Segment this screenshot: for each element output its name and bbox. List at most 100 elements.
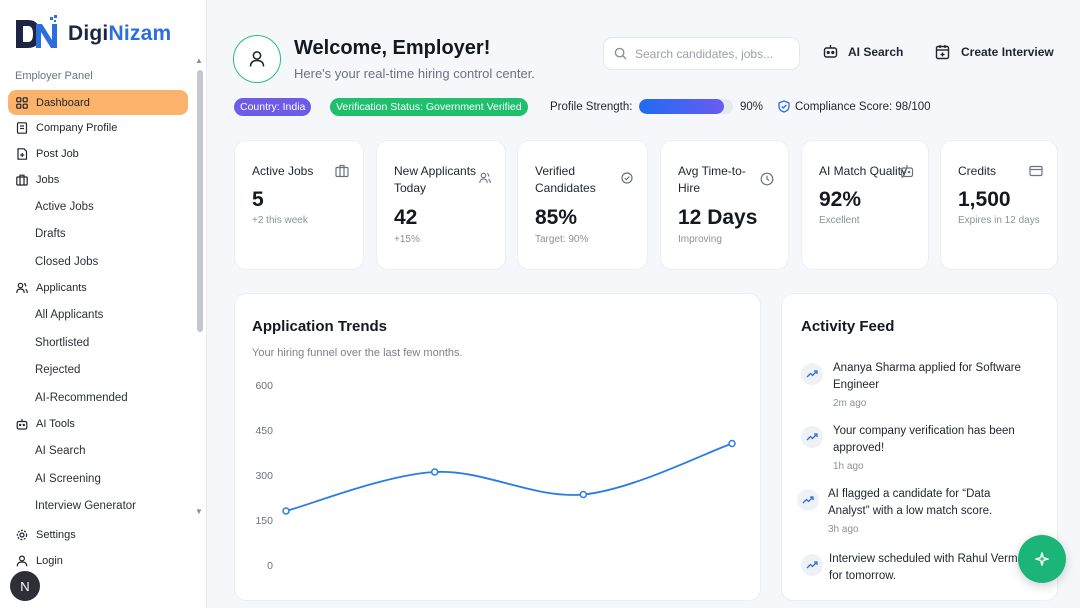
clock-icon xyxy=(760,172,774,186)
search-icon xyxy=(614,47,627,60)
activity-title: Activity Feed xyxy=(801,318,895,335)
robot-icon xyxy=(823,45,838,58)
stat-card-avg-time-to-hire[interactable]: Avg Time-to-Hire 12 Days Improving xyxy=(660,140,789,270)
brand-name: DigiNizam xyxy=(68,22,171,46)
stat-value: 5 xyxy=(252,188,264,211)
page-subtitle: Here's your real-time hiring control cen… xyxy=(294,66,535,81)
brand-name-part1: Digi xyxy=(68,22,109,45)
application-trends-card: Application Trends Your hiring funnel ov… xyxy=(234,293,761,601)
sidebar-item-company-profile[interactable]: Company Profile xyxy=(8,116,188,141)
search-box[interactable] xyxy=(603,37,800,70)
y-tick-label: 450 xyxy=(255,425,273,437)
sidebar-subitem-interview-generator[interactable]: Interview Generator xyxy=(35,500,136,513)
stat-value: 92% xyxy=(819,188,862,211)
sidebar-item-settings[interactable]: Settings xyxy=(8,522,188,547)
activity-text: Ananya Sharma applied for Software Engin… xyxy=(833,362,1021,391)
logo[interactable]: DigiNizam xyxy=(14,14,171,54)
stat-sub: Improving xyxy=(678,234,722,245)
application-trends-chart: 0 150 300 450 600 xyxy=(255,380,736,572)
trending-up-icon xyxy=(801,426,823,448)
stat-title: Verified Candidates xyxy=(535,164,596,195)
sidebar-section-title: Employer Panel xyxy=(15,70,93,82)
stat-card-credits[interactable]: Credits 1,500 Expires in 12 days xyxy=(940,140,1058,270)
users-icon xyxy=(15,282,28,295)
sidebar-item-label: Jobs xyxy=(36,173,60,186)
stat-sub: Target: 90% xyxy=(535,234,589,245)
sidebar-subitem-ai-recommended[interactable]: AI-Recommended xyxy=(35,391,128,404)
stat-sub: Expires in 12 days xyxy=(958,215,1040,226)
y-tick-label: 300 xyxy=(255,470,273,482)
logo-icon xyxy=(16,15,57,48)
stat-card-active-jobs[interactable]: Active Jobs 5 +2 this week xyxy=(234,140,364,270)
sidebar-item-jobs[interactable]: Jobs xyxy=(8,167,188,192)
sidebar-subitem-active-jobs[interactable]: Active Jobs xyxy=(35,200,94,213)
verification-badge: Verification Status: Government Verified xyxy=(330,98,528,116)
sidebar-subitem-shortlisted[interactable]: Shortlisted xyxy=(35,336,90,349)
stat-card-new-applicants[interactable]: New Applicants Today 42 +15% xyxy=(376,140,506,270)
stat-card-verified-candidates[interactable]: Verified Candidates 85% Target: 90% xyxy=(517,140,648,270)
sidebar-item-login[interactable]: Login xyxy=(8,548,188,573)
sidebar-subitem-drafts[interactable]: Drafts xyxy=(35,228,66,241)
scroll-down-arrow[interactable]: ▼ xyxy=(195,507,203,516)
sidebar-nav: Dashboard Company Profile Post Job Jobs … xyxy=(8,90,188,520)
profile-strength-bar xyxy=(639,99,733,114)
scroll-up-arrow[interactable]: ▲ xyxy=(195,56,203,65)
check-circle-icon xyxy=(621,172,633,184)
users-icon xyxy=(479,172,491,184)
sidebar-item-label: Post Job xyxy=(36,147,79,160)
create-interview-button[interactable]: Create Interview xyxy=(935,44,1054,60)
stat-value: 1,500 xyxy=(958,188,1011,211)
page-title: Welcome, Employer! xyxy=(294,37,491,59)
sidebar-item-label: Dashboard xyxy=(36,96,90,109)
sidebar-subitem-ai-search[interactable]: AI Search xyxy=(35,445,86,458)
activity-feed-card: Activity Feed Ananya Sharma applied for … xyxy=(781,293,1058,601)
credit-card-icon xyxy=(1029,165,1043,177)
activity-text: Your company verification has been appro… xyxy=(833,425,1015,454)
stat-title: Avg Time-to-Hire xyxy=(678,164,746,195)
robot-icon xyxy=(15,418,28,431)
trending-up-icon xyxy=(801,554,823,576)
ai-assistant-fab[interactable] xyxy=(1018,535,1066,583)
employer-avatar[interactable] xyxy=(233,35,281,83)
sidebar: DigiNizam Employer Panel Dashboard Compa… xyxy=(0,0,207,608)
sidebar-subitem-all-applicants[interactable]: All Applicants xyxy=(35,309,104,322)
country-badge: Country: India xyxy=(234,98,312,116)
briefcase-icon xyxy=(335,164,349,178)
shield-check-icon xyxy=(778,100,790,113)
stat-title: Credits xyxy=(958,164,997,178)
ai-search-label: AI Search xyxy=(848,44,904,59)
calendar-plus-icon xyxy=(935,45,950,60)
sidebar-item-label: Login xyxy=(36,554,63,567)
y-tick-label: 150 xyxy=(255,515,273,527)
sidebar-item-label: Company Profile xyxy=(36,122,118,135)
sidebar-subitem-ai-screening[interactable]: AI Screening xyxy=(35,472,101,485)
sidebar-subitem-closed-jobs[interactable]: Closed Jobs xyxy=(35,255,99,268)
ai-search-button[interactable]: AI Search xyxy=(823,44,903,59)
trending-up-icon xyxy=(801,363,823,385)
search-input[interactable] xyxy=(635,46,785,61)
trend-point[interactable] xyxy=(430,468,439,476)
y-tick-label: 0 xyxy=(267,560,273,572)
sidebar-scrollbar-thumb[interactable] xyxy=(197,70,203,332)
user-avatar[interactable]: N xyxy=(10,571,40,601)
sidebar-item-post-job[interactable]: Post Job xyxy=(8,141,188,166)
sidebar-item-label: Settings xyxy=(36,528,76,541)
stat-card-ai-match-quality[interactable]: AI Match Quality 92% Excellent xyxy=(801,140,929,270)
activity-time: 3h ago xyxy=(828,524,859,535)
gear-icon xyxy=(15,528,28,541)
activity-time: 2m ago xyxy=(833,398,867,409)
sidebar-item-label: AI Tools xyxy=(36,418,75,431)
user-icon xyxy=(249,51,265,67)
create-interview-label: Create Interview xyxy=(961,45,1054,59)
sidebar-item-dashboard[interactable]: Dashboard xyxy=(8,90,188,115)
trend-point[interactable] xyxy=(579,490,588,499)
sidebar-item-applicants[interactable]: Applicants xyxy=(8,276,188,301)
user-icon xyxy=(15,554,28,567)
trend-point[interactable] xyxy=(282,507,290,515)
sidebar-subitem-rejected[interactable]: Rejected xyxy=(35,364,81,377)
trend-point[interactable] xyxy=(728,439,736,448)
activity-time: 1h ago xyxy=(833,461,864,472)
sidebar-item-ai-tools[interactable]: AI Tools xyxy=(8,412,188,437)
stat-value: 85% xyxy=(535,206,578,229)
compliance-score-text: Compliance Score: 98/100 xyxy=(795,100,931,113)
